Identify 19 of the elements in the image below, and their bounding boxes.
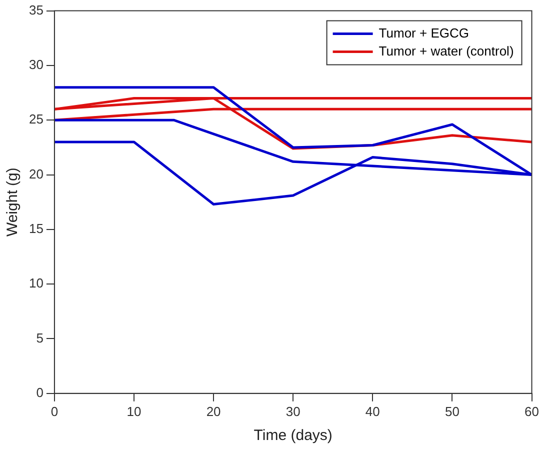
x-tick-label: 20 <box>206 404 221 419</box>
y-tick-label: 35 <box>28 2 44 18</box>
y-tick-label: 10 <box>28 276 44 291</box>
x-tick-label: 10 <box>126 404 142 419</box>
y-axis-title: Weight (g) <box>4 168 22 237</box>
x-tick-label: 60 <box>524 404 540 419</box>
y-tick-label: 30 <box>28 57 44 72</box>
x-tick-label: 30 <box>286 404 300 419</box>
y-tick-label: 15 <box>28 221 44 236</box>
x-axis-title: Time (days) <box>254 427 332 444</box>
legend-label: Tumor + water (control) <box>378 43 514 58</box>
legend-label: Tumor + EGCG <box>378 25 469 40</box>
x-tick-label: 40 <box>365 404 380 419</box>
x-tick-label: 0 <box>50 404 58 419</box>
x-tick-label: 50 <box>444 404 460 419</box>
y-tick-label: 0 <box>36 384 44 400</box>
y-tick-label: 25 <box>28 112 44 127</box>
y-tick-label: 20 <box>28 166 44 182</box>
y-tick-label: 5 <box>36 330 44 346</box>
